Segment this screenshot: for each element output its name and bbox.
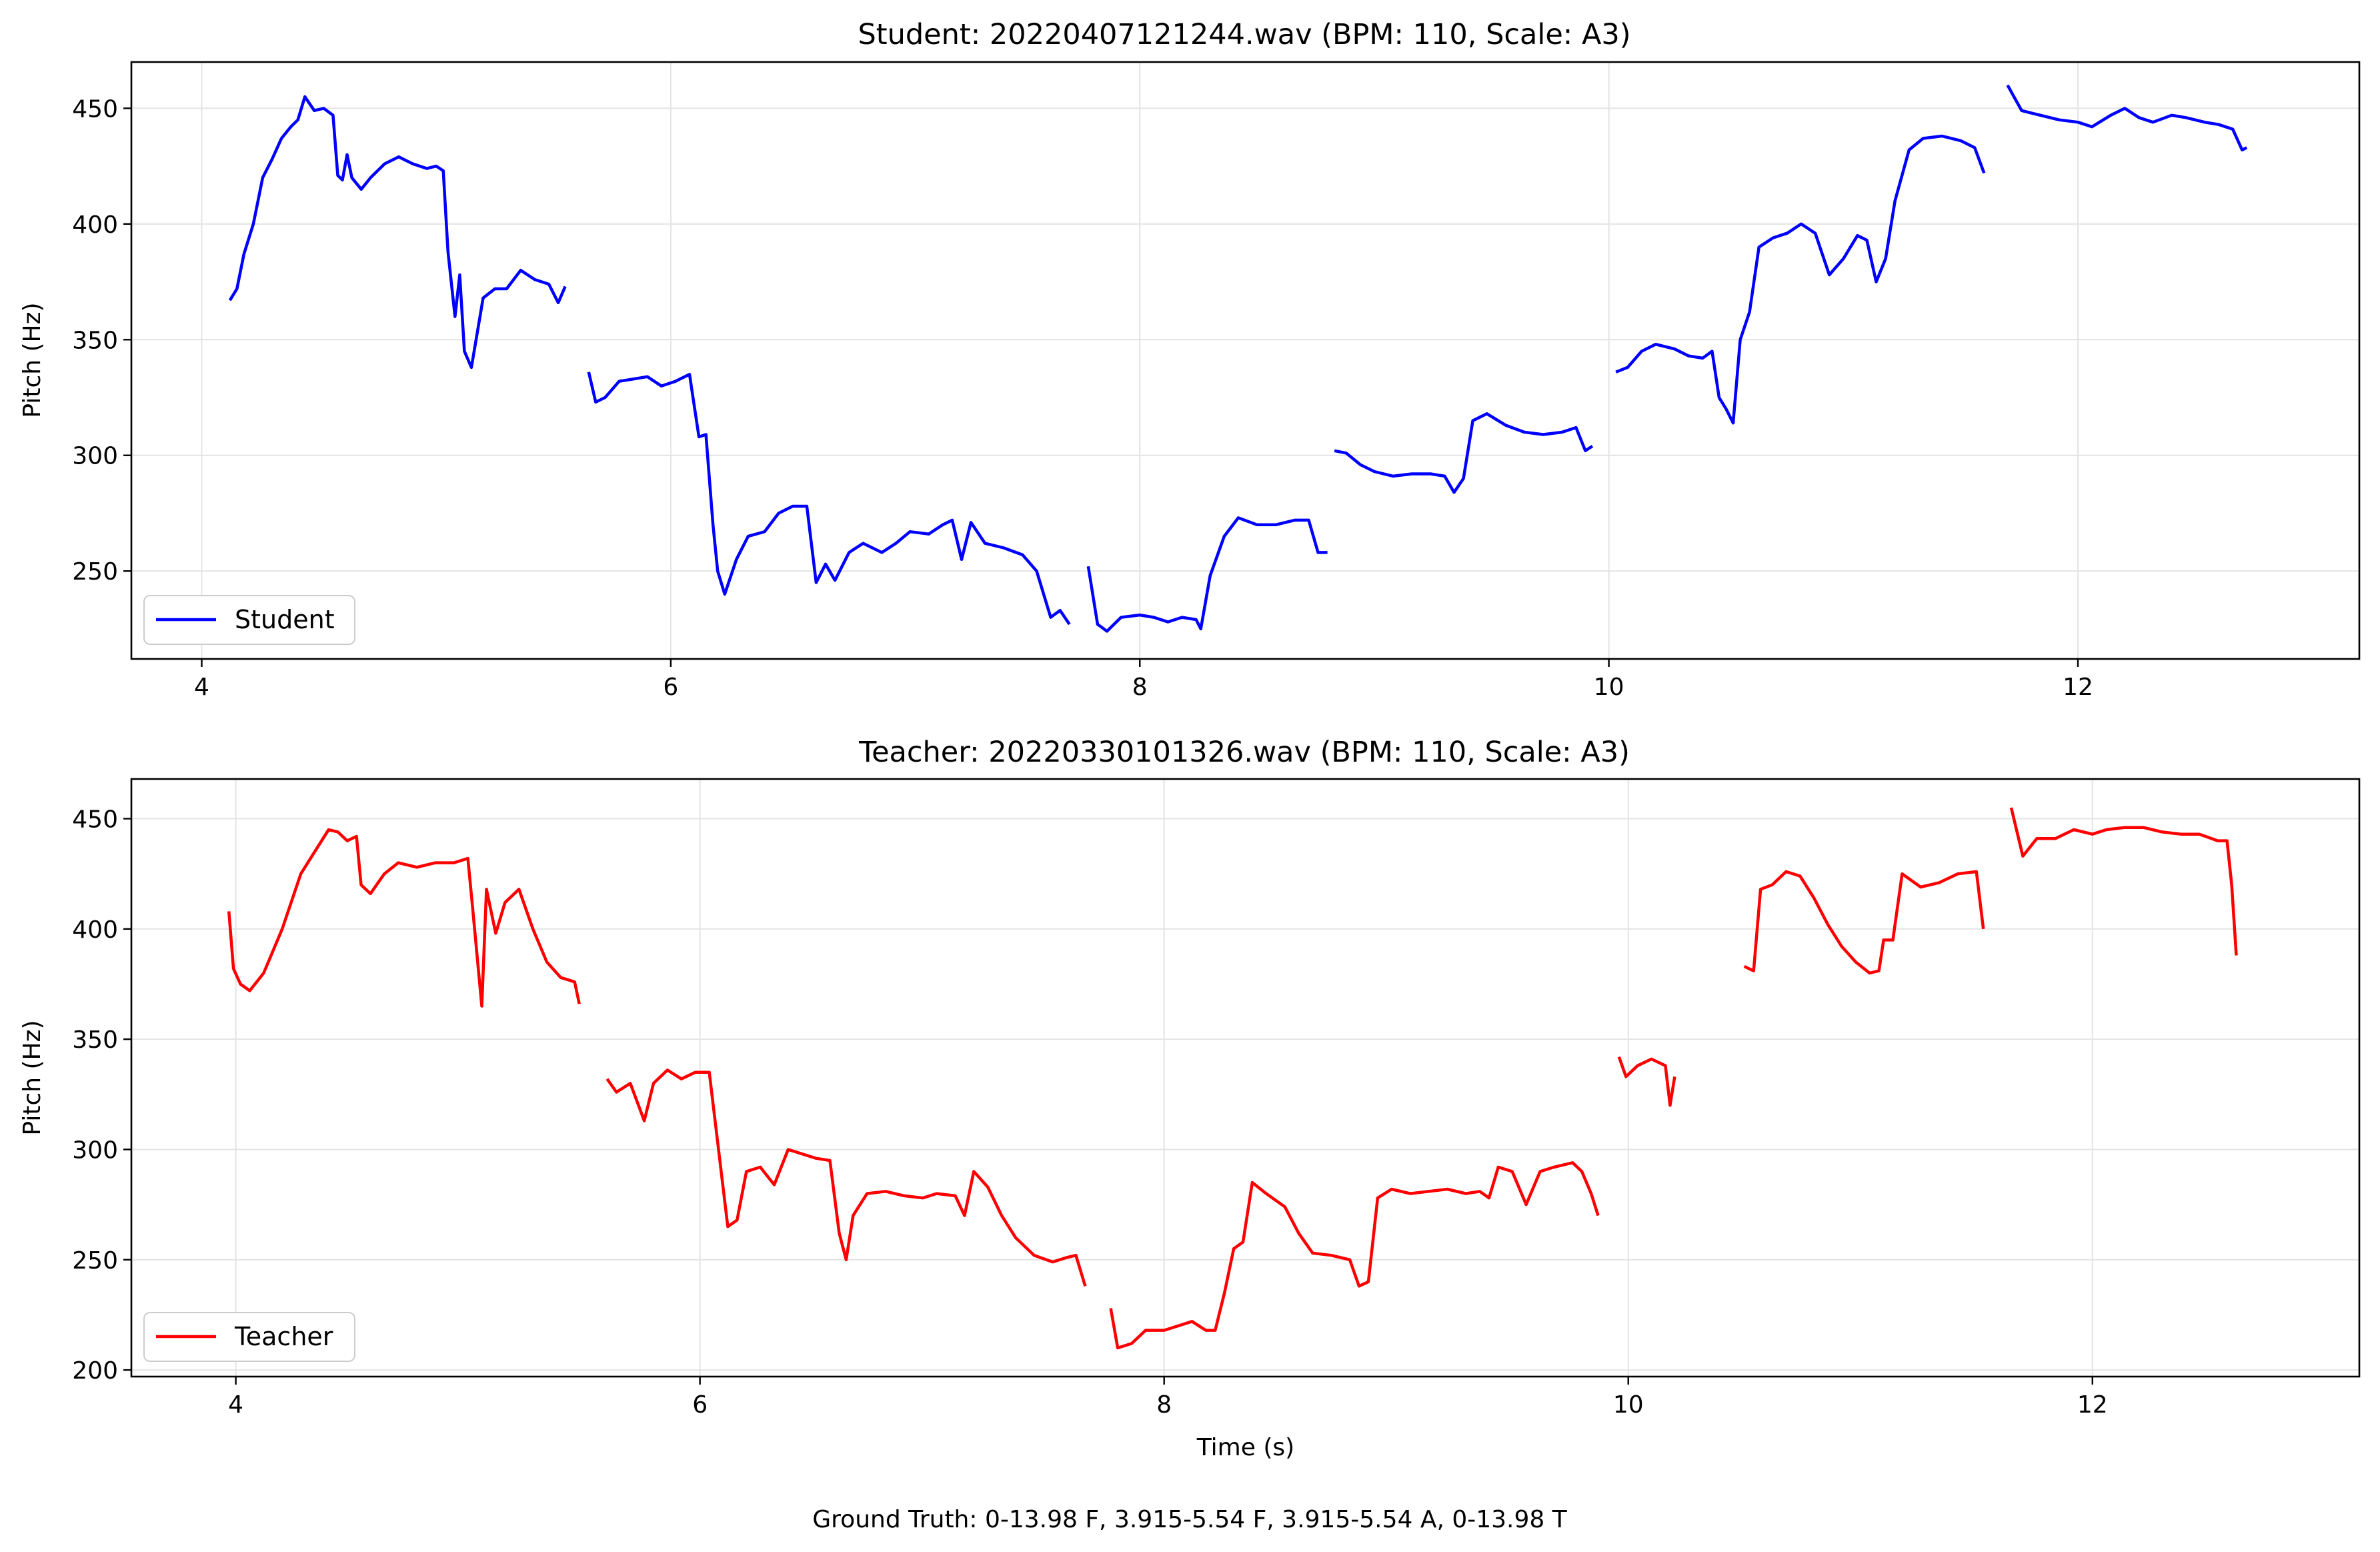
teacher-xtick-label: 8 (1156, 1391, 1172, 1419)
student-ylabel: Pitch (Hz) (19, 302, 46, 418)
teacher-chart-title: Teacher: 20220330101326.wav (BPM: 110, S… (858, 736, 1630, 769)
teacher-pitch-line-segment (1109, 1161, 1600, 1350)
teacher-ytick-label: 200 (72, 1357, 118, 1385)
teacher-xtick-label: 4 (228, 1391, 243, 1419)
teacher-legend-label: Teacher (234, 1322, 333, 1351)
student-ticks: 4 6 8 10 12 250 300 350 400 450 (72, 95, 2093, 701)
teacher-xlabel: Time (s) (1196, 1434, 1294, 1461)
student-xtick-label: 6 (663, 674, 678, 701)
student-xtick-label: 8 (1132, 674, 1148, 701)
teacher-pitch-line-segment (2009, 807, 2238, 956)
teacher-ytick-label: 350 (72, 1026, 118, 1054)
teacher-pitch-line-segment (1617, 1056, 1676, 1107)
teacher-pitch-line-segment (606, 1068, 1087, 1287)
student-xtick-label: 10 (1594, 674, 1624, 701)
ground-truth-footer: Ground Truth: 0-13.98 F, 3.915-5.54 F, 3… (812, 1506, 1567, 1533)
student-ytick-label: 300 (72, 443, 118, 470)
student-ytick-label: 400 (72, 211, 118, 239)
student-pitch-line-segment (587, 371, 1071, 626)
student-series-lines (228, 84, 2248, 633)
student-axes-frame (130, 61, 2361, 660)
teacher-axes-frame (130, 778, 2361, 1378)
teacher-ytick-label: 400 (72, 916, 118, 944)
student-pitch-line-segment (1334, 412, 1594, 494)
teacher-pitch-line-segment (1743, 870, 1985, 975)
student-pitch-line-segment (1086, 516, 1328, 633)
teacher-xtick-label: 12 (2077, 1391, 2108, 1419)
student-ytick-label: 350 (72, 327, 118, 354)
student-pitch-line-segment (1615, 134, 1986, 425)
student-legend: Student (143, 595, 355, 645)
teacher-xtick-label: 10 (1613, 1391, 1644, 1419)
teacher-series-lines (227, 807, 2238, 1350)
teacher-ytick-label: 450 (72, 806, 118, 834)
student-ytick-label: 450 (72, 95, 118, 123)
student-panel: Student: 20220407121244.wav (BPM: 110, S… (19, 18, 2361, 701)
student-chart-title: Student: 20220407121244.wav (BPM: 110, S… (858, 18, 1630, 51)
student-legend-label: Student (235, 605, 335, 634)
teacher-xtick-label: 6 (692, 1391, 708, 1419)
student-xtick-label: 12 (2063, 674, 2093, 701)
teacher-panel: Teacher: 20220330101326.wav (BPM: 110, S… (19, 736, 2361, 1461)
student-xtick-label: 4 (194, 674, 209, 701)
student-pitch-line-segment (2006, 84, 2248, 152)
teacher-legend-box (143, 1312, 355, 1362)
teacher-ylabel: Pitch (Hz) (19, 1020, 46, 1135)
student-pitch-line-segment (228, 95, 567, 369)
teacher-grid (131, 779, 2359, 1377)
student-ytick-label: 250 (72, 558, 118, 586)
student-grid (131, 62, 2359, 659)
teacher-ticks: 4 6 8 10 12 200 250 300 350 400 450 (72, 806, 2107, 1419)
student-legend-box (143, 595, 355, 645)
teacher-legend: Teacher (143, 1312, 355, 1362)
teacher-ytick-label: 250 (72, 1247, 118, 1275)
teacher-ytick-label: 300 (72, 1136, 118, 1164)
teacher-pitch-line-segment (227, 828, 581, 1008)
